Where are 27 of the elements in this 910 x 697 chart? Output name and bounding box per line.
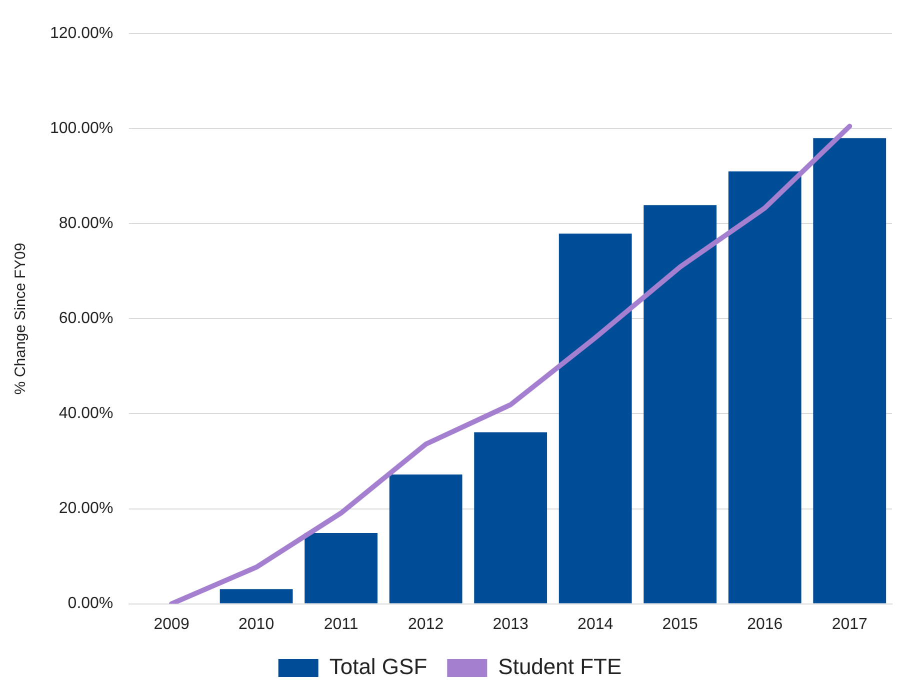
y-tick-label: 60.00% — [58, 310, 114, 328]
y-tick-label: 40.00% — [58, 405, 114, 422]
x-tick-label: 2012 — [408, 616, 444, 633]
y-tick-label: 20.00% — [58, 500, 114, 518]
x-tick-label: 2016 — [747, 616, 783, 633]
y-tick-label: 120.00% — [50, 25, 114, 42]
x-tick-label: 2015 — [662, 616, 698, 633]
y-tick-label: 0.00% — [68, 595, 114, 612]
bar — [728, 171, 802, 604]
bar — [474, 432, 548, 604]
bar — [220, 589, 293, 604]
bar — [304, 533, 378, 604]
x-tick-label: 2009 — [154, 616, 190, 633]
y-axis-title: % Change Since FY09 — [12, 242, 30, 395]
x-tick-label: 2010 — [238, 616, 274, 633]
legend-label: Student FTE — [498, 654, 622, 680]
x-tick-label: 2011 — [324, 616, 358, 633]
bar — [558, 234, 632, 604]
y-tick-label: 100.00% — [50, 120, 114, 138]
legend-label: Total GSF — [329, 654, 428, 680]
bar — [644, 205, 717, 604]
x-tick-label: 2017 — [832, 616, 868, 633]
x-tick-label: 2014 — [578, 616, 614, 633]
bar — [813, 138, 886, 604]
x-tick-label: 2013 — [492, 616, 528, 633]
y-tick-label: 80.00% — [58, 215, 114, 232]
bar — [389, 474, 462, 604]
